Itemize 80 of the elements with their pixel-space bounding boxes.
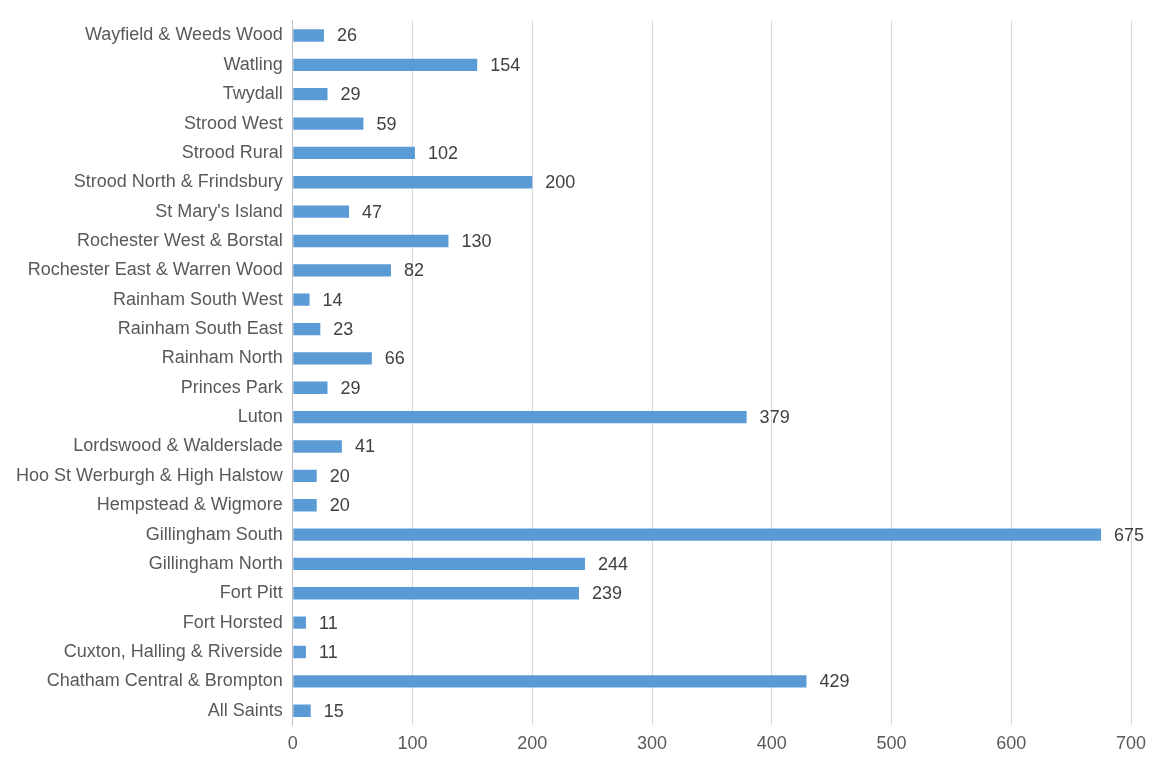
bar	[293, 616, 306, 629]
y-tick-label: Hoo St Werburgh & High Halstow	[15, 464, 284, 485]
data-label: 20	[329, 465, 350, 486]
y-tick-label: Wayfield & Weeds Wood	[85, 24, 283, 45]
x-tick-label: 0	[287, 733, 298, 754]
x-tick-label: 600	[996, 733, 1027, 754]
data-label: 675	[1114, 524, 1145, 545]
y-tick-label: Fort Pitt	[219, 582, 283, 603]
y-tick-label: Hempstead & Wigmore	[96, 494, 283, 515]
data-label: 200	[545, 172, 576, 193]
bar	[293, 557, 585, 571]
data-label: 23	[333, 319, 354, 340]
data-label: 15	[323, 700, 344, 721]
data-label: 59	[376, 113, 397, 134]
bar	[293, 234, 449, 248]
y-tick-label: Gillingham South	[145, 523, 283, 544]
bar	[293, 117, 364, 130]
data-label: 14	[322, 289, 343, 310]
y-tick-label: Twydall	[222, 83, 283, 104]
x-tick-label: 300	[637, 733, 668, 754]
y-tick-label: Lordswood & Walderslade	[73, 435, 283, 456]
x-tick-label: 700	[1115, 733, 1147, 754]
bar	[293, 410, 747, 424]
bar	[293, 499, 317, 512]
y-tick-label: Strood Rural	[181, 141, 283, 162]
bar	[293, 146, 415, 160]
data-label: 47	[362, 201, 383, 222]
y-tick-label: Watling	[223, 53, 283, 74]
x-tick-label: 400	[756, 733, 787, 754]
bar	[293, 469, 317, 483]
x-tick-label: 200	[517, 733, 548, 754]
bar	[293, 645, 306, 659]
data-label: 154	[490, 54, 521, 75]
y-tick-label: Rochester East & Warren Wood	[27, 259, 283, 280]
data-label: 130	[461, 230, 492, 251]
data-label: 41	[354, 436, 375, 457]
data-label: 239	[591, 583, 623, 604]
y-tick-label: Strood West	[184, 112, 283, 133]
bar	[293, 176, 533, 189]
bar	[293, 322, 321, 336]
y-tick-label: St Mary's Island	[155, 200, 283, 221]
bar	[293, 88, 328, 101]
y-tick-label: Cuxton, Halling & Riverside	[63, 640, 283, 661]
y-tick-label: Rainham North	[161, 347, 283, 368]
data-label: 29	[340, 377, 361, 398]
y-tick-label: Fort Horsted	[182, 611, 283, 632]
data-label: 429	[819, 671, 850, 692]
bar	[293, 704, 311, 717]
y-tick-label: Rainham South West	[113, 288, 283, 309]
data-label: 66	[384, 348, 405, 369]
bar	[293, 205, 350, 218]
bar	[293, 264, 391, 277]
bar	[293, 58, 478, 71]
x-tick-label: 500	[876, 733, 907, 754]
y-tick-label: Rainham South East	[117, 318, 283, 339]
data-label: 102	[427, 142, 458, 163]
data-label: 11	[318, 641, 338, 662]
bar	[293, 440, 342, 453]
x-tick-label: 100	[397, 733, 428, 754]
data-label: 20	[329, 495, 350, 516]
data-label: 29	[340, 84, 361, 105]
y-tick-label: Rochester West & Borstal	[77, 229, 283, 250]
bar	[293, 293, 310, 306]
bar	[293, 352, 372, 365]
y-tick-label: Gillingham North	[148, 552, 283, 573]
bar	[293, 675, 807, 688]
y-tick-label: Strood North & Frindsbury	[73, 171, 283, 192]
bar	[293, 587, 579, 600]
data-label: 379	[759, 407, 790, 428]
y-tick-label: Chatham Central & Brompton	[46, 670, 283, 691]
data-label: 82	[403, 260, 425, 281]
bar	[293, 528, 1102, 541]
bar	[293, 29, 324, 42]
y-tick-label: All Saints	[207, 699, 283, 720]
data-label: 26	[336, 25, 357, 46]
data-label: 11	[318, 612, 338, 633]
y-tick-label: Luton	[237, 406, 283, 427]
y-tick-label: Princes Park	[180, 376, 284, 397]
bar	[293, 381, 328, 394]
data-label: 244	[597, 553, 629, 574]
